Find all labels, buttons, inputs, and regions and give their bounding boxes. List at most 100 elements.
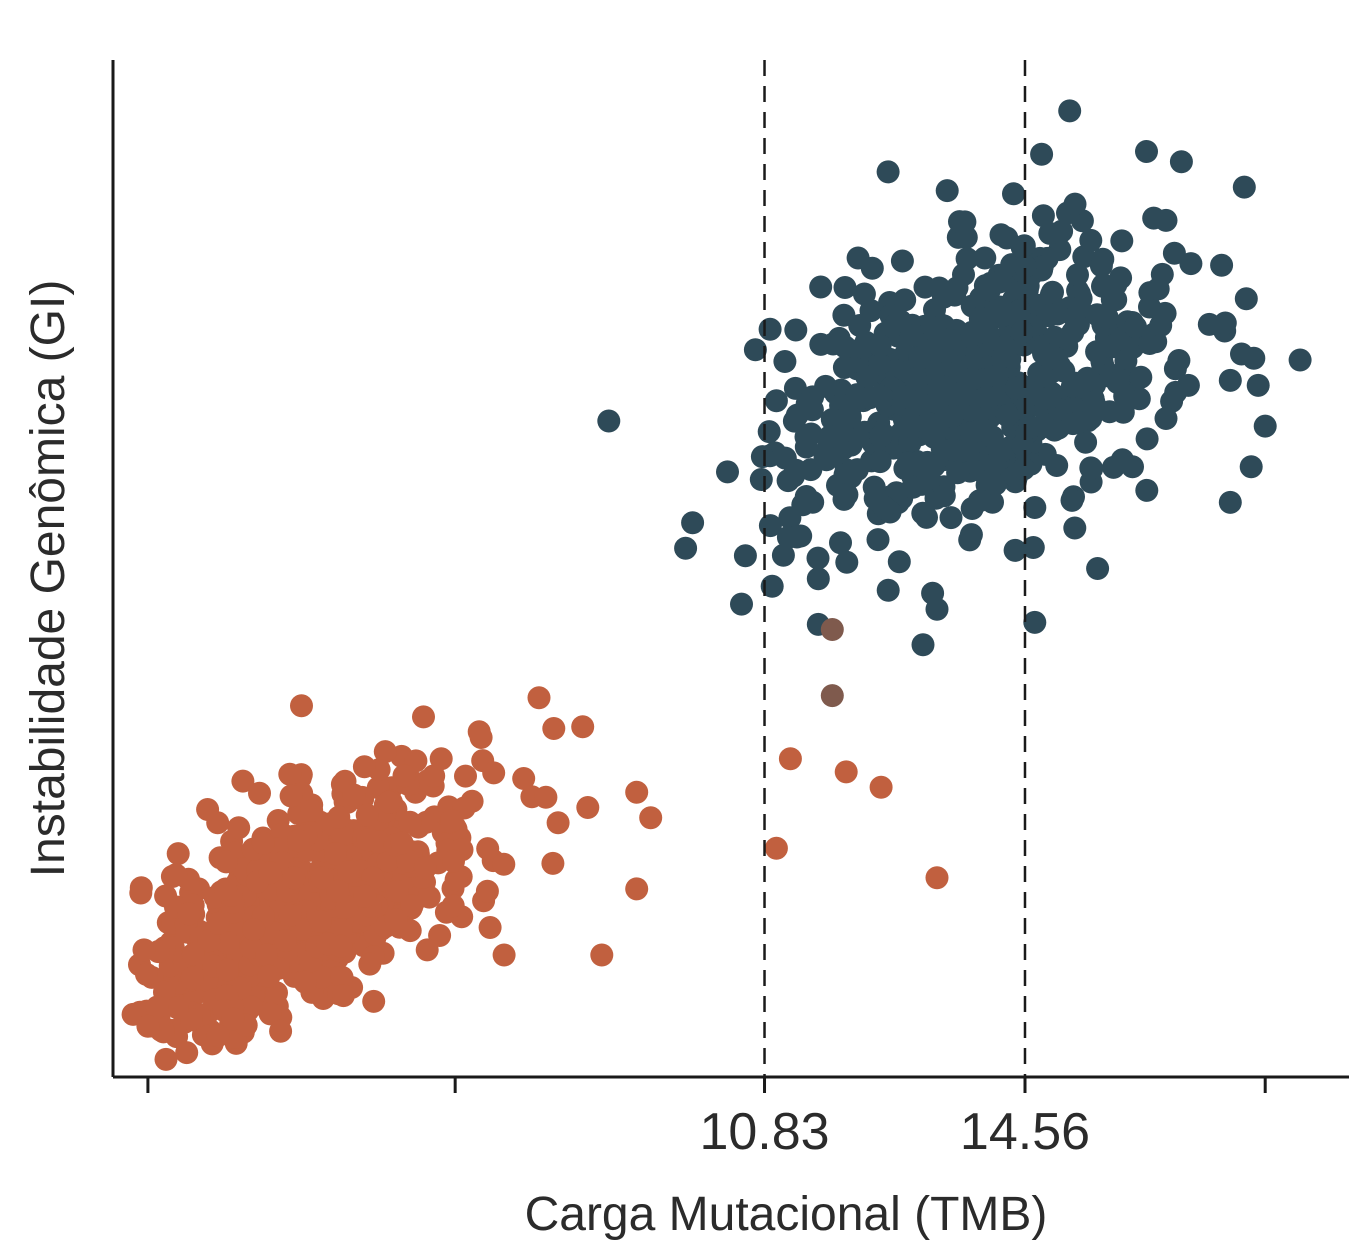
scatter-point-s0-676 (392, 764, 416, 788)
scatter-point-s0-658 (258, 861, 282, 885)
scatter-point-s0-657 (337, 860, 360, 884)
scatter-point-s0-614 (400, 894, 424, 918)
scatter-point-s0-704 (206, 911, 230, 935)
scatter-point-s1-630 (923, 319, 947, 343)
scatter-point-s0-712 (206, 1024, 230, 1048)
scatter-point-s1-349 (835, 550, 859, 574)
scatter-point-s1-478 (860, 256, 884, 280)
scatter-point-s0-202 (444, 868, 468, 892)
scatter-point-s0-240 (417, 885, 441, 909)
scatter-point-s0-710 (442, 849, 465, 873)
scatter-point-s1-498 (869, 424, 893, 448)
scatter-point-s0-576 (216, 931, 240, 955)
axes-layer (111, 60, 1349, 1079)
scatter-point-s2-1 (820, 684, 844, 708)
scatter-point-s1-258 (1079, 228, 1103, 252)
scatter-point-s0-660 (422, 764, 446, 788)
scatter-point-s1-666 (750, 445, 774, 469)
scatter-point-s1-545 (1011, 433, 1035, 457)
scatter-point-s0-140 (571, 715, 595, 739)
scatter-point-s1-471 (1063, 192, 1087, 216)
scatter-point-s0-707 (145, 995, 169, 1019)
scatter-point-s1-646 (716, 460, 739, 484)
scatter-point-s0-692 (308, 909, 332, 933)
scatter-point-s1-346 (760, 574, 784, 598)
scatter-point-s1-512 (1095, 305, 1119, 329)
scatter-point-s1-659 (1239, 455, 1263, 479)
scatter-point-s1-665 (771, 543, 795, 567)
scatter-point-s1-673 (862, 475, 886, 499)
scatter-point-s0-699 (132, 938, 156, 962)
scatter-point-s0-735 (590, 943, 614, 967)
scatter-point-s1-670 (1023, 496, 1047, 519)
scatter-point-s1-634 (1030, 142, 1054, 166)
scatter-point-s0-682 (181, 942, 205, 966)
scatter-point-s0-652 (342, 783, 366, 807)
scatter-point-s1-610 (858, 386, 882, 410)
scatter-point-s1-521 (868, 450, 892, 474)
scatter-point-s1-503 (836, 462, 860, 486)
scatter-point-s0-727 (576, 796, 600, 819)
scatter-point-s1-117 (911, 501, 935, 525)
scatter-point-s1-353 (890, 249, 914, 273)
scatter-point-s0-720 (290, 694, 313, 718)
scatter-point-s1-376 (1154, 407, 1178, 430)
scatter-point-s1-636 (1004, 376, 1028, 400)
scatter-point-s1-547 (932, 484, 956, 508)
scatter-point-s0-738 (331, 984, 355, 1008)
scatter-point-s0-730 (834, 760, 858, 784)
scatter-point-s0-166 (414, 810, 438, 834)
scatter-point-s1-339 (832, 356, 856, 379)
scatter-point-s0-636 (330, 965, 354, 989)
scatter-point-s1-267 (1154, 208, 1178, 232)
scatter-point-s1-619 (1066, 410, 1090, 434)
scatter-point-s1-596 (893, 288, 917, 312)
scatter-point-s1-643 (876, 160, 900, 184)
scatter-point-s1-490 (955, 247, 979, 271)
series-2-points (820, 618, 844, 708)
scatter-point-s0-718 (310, 866, 334, 890)
scatter-point-s0-736 (415, 938, 439, 962)
scatter-point-s0-561 (385, 879, 409, 903)
scatter-point-s1-633 (946, 461, 970, 485)
scatter-point-s1-611 (974, 386, 998, 409)
scatter-point-s0-728 (541, 851, 565, 875)
scatter-point-s1-605 (1149, 314, 1173, 337)
scatter-point-s1-538 (954, 225, 978, 249)
scatter-point-s0-623 (197, 929, 221, 953)
scatter-point-s0-517 (231, 769, 255, 793)
scatter-point-s1-600 (1067, 296, 1091, 320)
scatter-point-s1-177 (866, 528, 890, 552)
scatter-point-s1-616 (979, 271, 1003, 295)
scatter-point-s1-592 (1038, 386, 1062, 410)
scatter-point-s1-662 (995, 226, 1019, 250)
scatter-point-s1-395 (959, 523, 983, 547)
scatter-point-s1-671 (939, 506, 963, 530)
scatter-point-s1-443 (1060, 488, 1084, 512)
series-0-points (121, 686, 949, 1071)
scatter-point-s1-361 (757, 420, 781, 444)
scatter-point-s0-715 (384, 908, 408, 932)
scatter-point-s0-739 (269, 1019, 293, 1043)
scatter-point-s0-708 (214, 850, 238, 874)
scatter-point-s1-63 (1179, 252, 1203, 276)
scatter-point-s1-597 (785, 525, 809, 549)
reference-lines-layer (763, 60, 1027, 1077)
scatter-point-s1-581 (1018, 416, 1042, 439)
scatter-point-s0-729 (778, 747, 802, 771)
scatter-point-s0-674 (356, 828, 380, 852)
scatter-point-s1-179 (960, 497, 984, 520)
scatter-point-s0-115 (469, 726, 493, 749)
scatter-point-s1-647 (681, 511, 705, 535)
scatter-point-s0-693 (413, 856, 437, 880)
scatter-point-s1-623 (985, 364, 1009, 388)
scatter-point-s1-470 (778, 506, 802, 530)
scatter-point-s0-742 (639, 806, 663, 830)
scatter-point-s0-737 (492, 943, 516, 967)
scatter-point-s0-410 (154, 1047, 178, 1071)
scatter-point-s1-628 (918, 412, 942, 436)
scatter-point-s0-719 (273, 929, 297, 952)
scatter-point-s1-455 (1043, 325, 1066, 349)
